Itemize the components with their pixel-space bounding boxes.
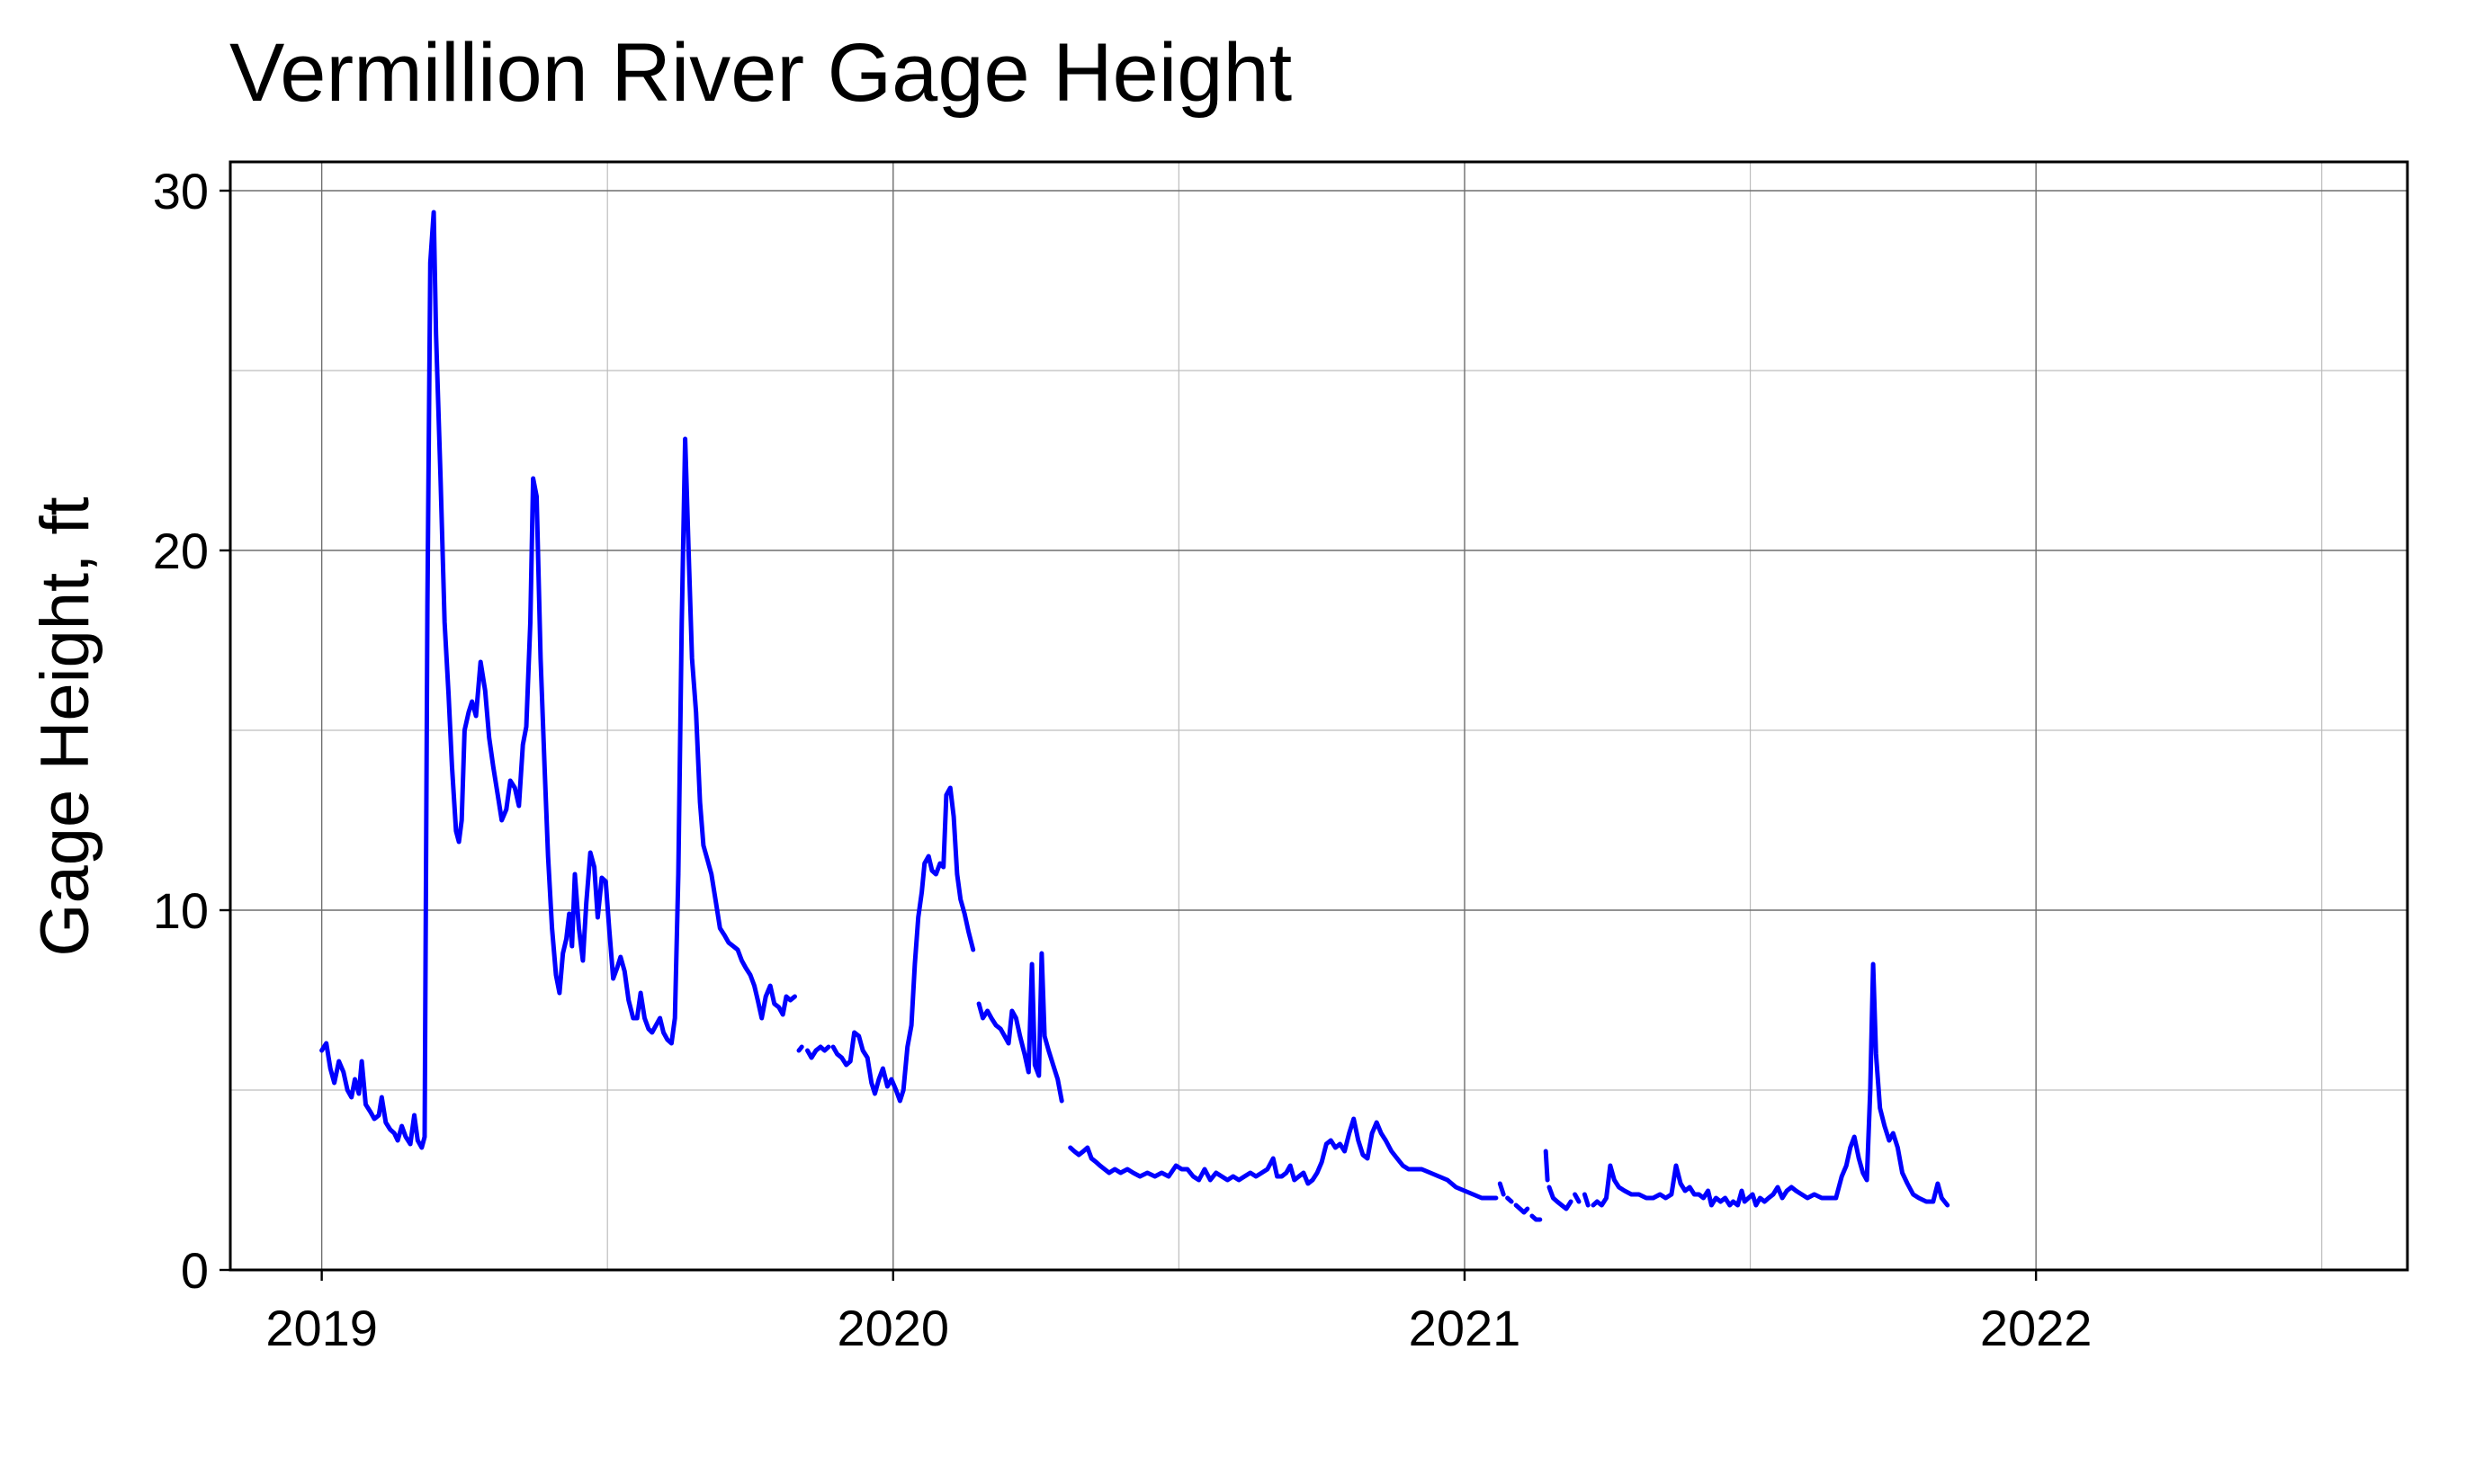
- y-tick-label-10: 10: [153, 882, 209, 939]
- series-line-segment-4: [976, 951, 1064, 1104]
- series-line-segment-7: [1505, 1195, 1514, 1204]
- series-line-segment-13: [1582, 1192, 1591, 1208]
- series-line-segment-5: [1068, 1116, 1499, 1201]
- series-line-segment-12: [1573, 1192, 1582, 1204]
- y-tick-labels: 0 10 20 30: [153, 163, 209, 1299]
- series-line-segment-1: [796, 1044, 804, 1053]
- y-axis-label: Gage Height, ft: [27, 496, 103, 956]
- axis-ticks: [220, 189, 2038, 1281]
- y-tick-label-20: 20: [153, 523, 209, 579]
- series-line-segment-10: [1543, 1149, 1550, 1183]
- y-tick-label-0: 0: [181, 1242, 209, 1299]
- plot-frame: [229, 160, 2409, 1272]
- series-line-segment-3: [830, 785, 976, 1104]
- x-tick-label-2019: 2019: [265, 1300, 378, 1356]
- series-line-segment-11: [1546, 1185, 1573, 1211]
- x-tick-labels: 2019 2020 2021 2022: [265, 1300, 2092, 1356]
- x-tick-label-2020: 2020: [838, 1300, 950, 1356]
- series-group: [319, 210, 1950, 1222]
- series-line-segment-9: [1529, 1213, 1543, 1222]
- series-line-segment-0: [319, 210, 797, 1150]
- x-tick-label-2021: 2021: [1409, 1300, 1521, 1356]
- chart-title: Vermillion River Gage Height: [229, 27, 1292, 119]
- x-tick-label-2022: 2022: [1980, 1300, 2093, 1356]
- series-line-segment-8: [1513, 1202, 1530, 1215]
- series-line-segment-6: [1497, 1181, 1506, 1197]
- y-tick-label-30: 30: [153, 163, 209, 219]
- series-line-segment-2: [805, 1044, 831, 1060]
- series-line-segment-14: [1591, 961, 1950, 1208]
